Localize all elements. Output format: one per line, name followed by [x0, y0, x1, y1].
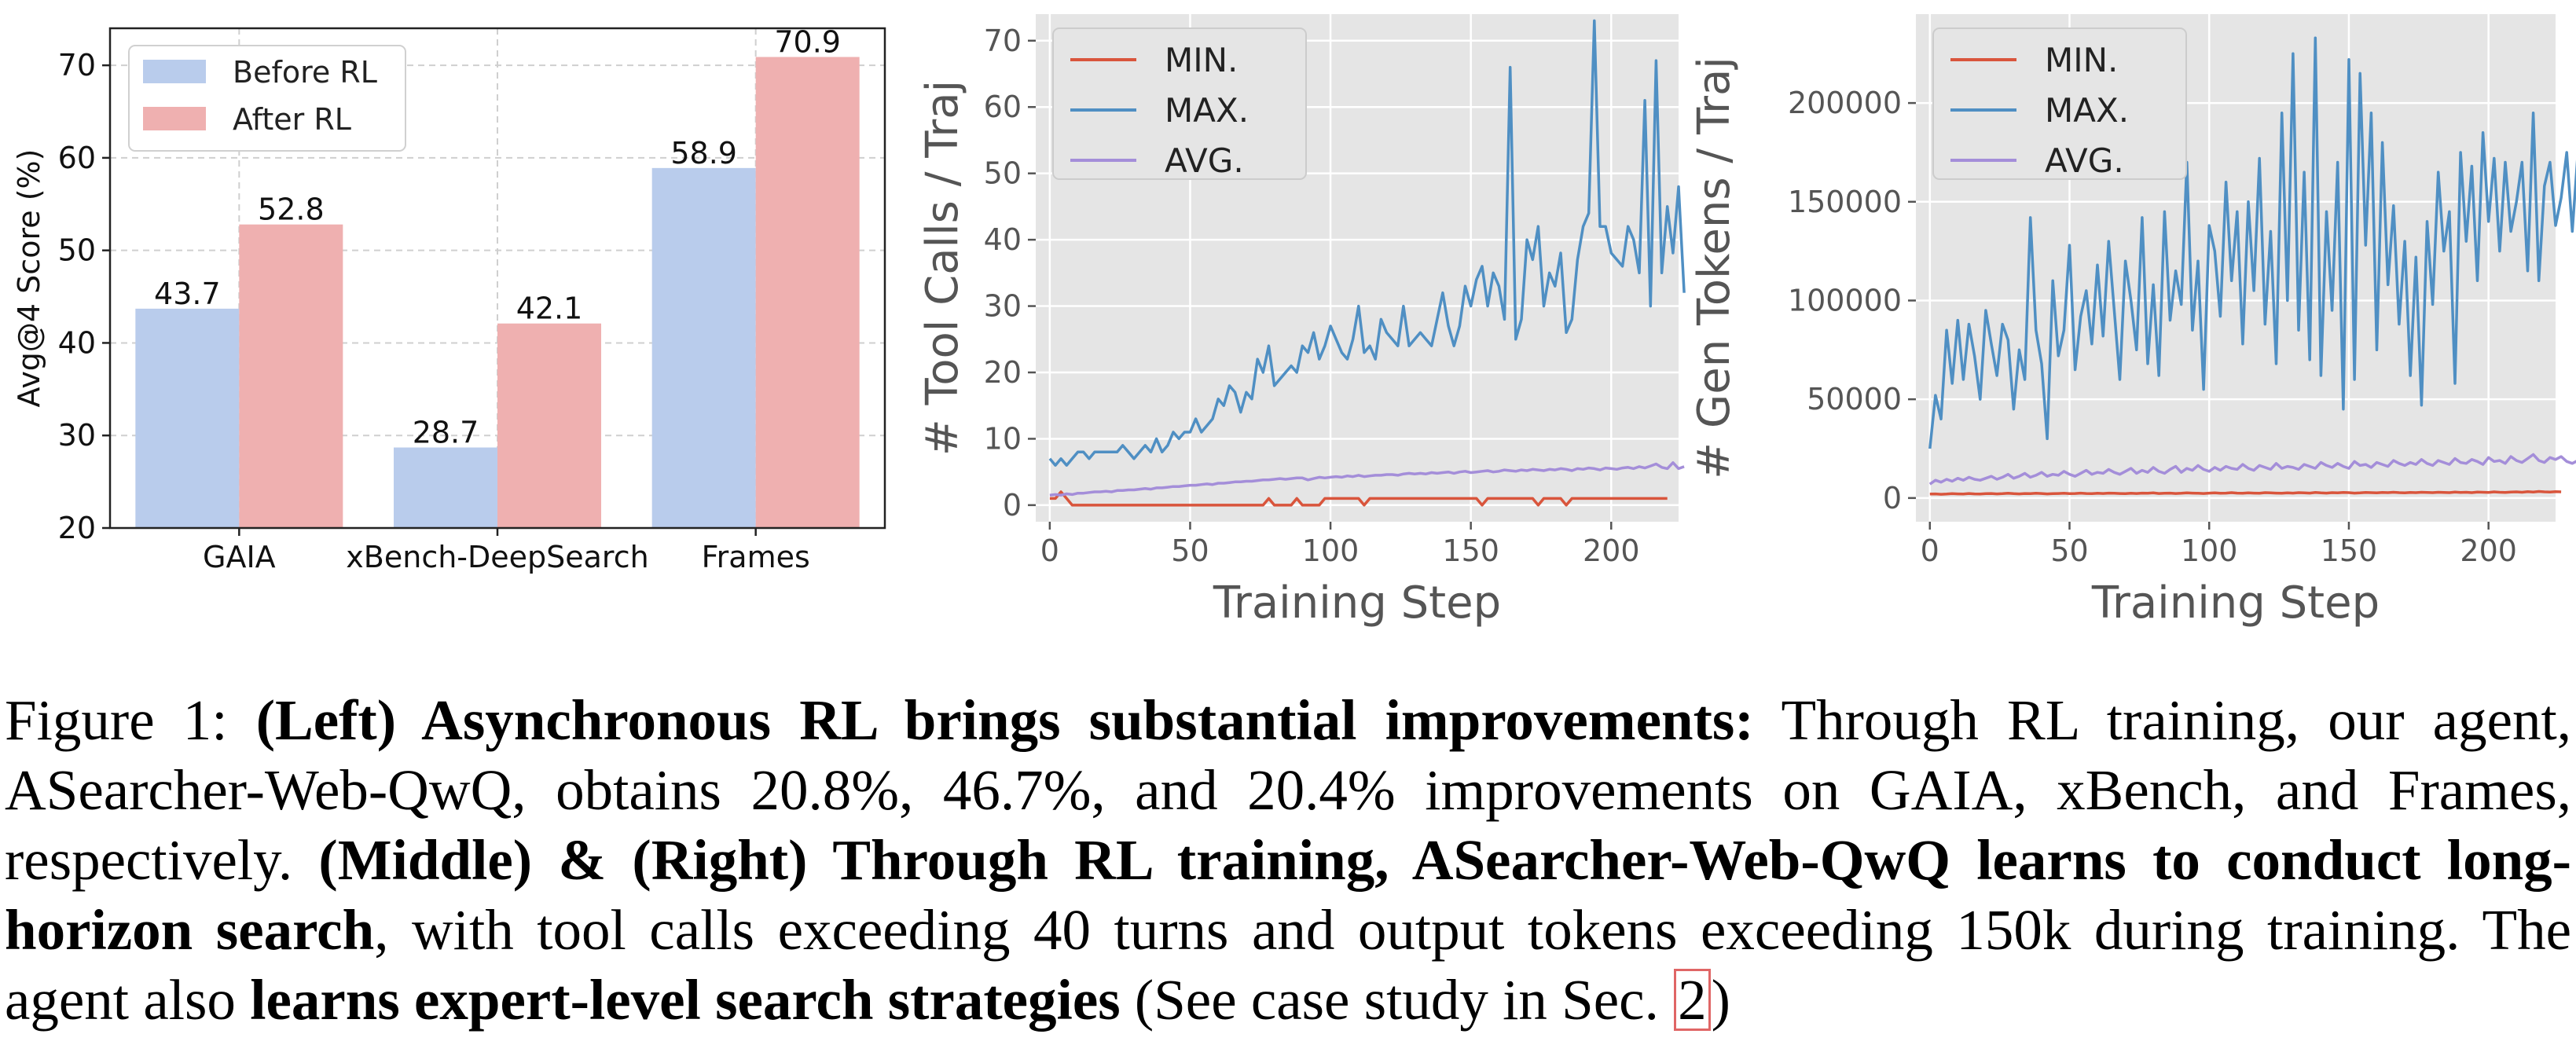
- caption-text-4: ): [1711, 968, 1730, 1032]
- legend-label: Before RL: [233, 55, 377, 90]
- figure-caption: Figure 1: (Left) Asynchronous RL brings …: [5, 685, 2571, 1035]
- gen-tokens-line-chart: 0 50000 100000 150000 200000 0 50 100 150 200 Trai…: [1689, 14, 2576, 629]
- legend-label: After RL: [233, 102, 351, 137]
- legend-label: AVG.: [2045, 141, 2124, 180]
- caption-text-3: (See case study in Sec.: [1120, 968, 1674, 1032]
- y-tick-label: 50000: [1807, 382, 1902, 416]
- legend-swatch: [143, 107, 206, 130]
- y-axis-label: # Gen Tokens / Traj: [1689, 57, 1740, 479]
- x-tick-label: GAIA: [203, 540, 276, 574]
- legend-box: [1932, 28, 2187, 180]
- legend-label: MAX.: [2045, 91, 2129, 130]
- y-tick-label: 50: [984, 156, 1022, 191]
- x-tick-label: 50: [1171, 534, 1209, 568]
- series-line-avg: [1928, 453, 2576, 486]
- x-tick-label: 200: [2460, 534, 2517, 568]
- x-axis-label: Training Step: [2091, 578, 2380, 629]
- x-tick-label: 0: [1921, 534, 1939, 568]
- data-label-after-rl: 70.9: [774, 25, 841, 60]
- x-tick-label: 100: [2181, 534, 2238, 568]
- y-tick-label: 20: [58, 511, 96, 545]
- y-tick-label: 70: [984, 24, 1022, 58]
- y-tick-label: 10: [984, 421, 1022, 456]
- bar-before-rl: [135, 308, 240, 528]
- y-tick-label: 40: [984, 222, 1022, 257]
- data-label-before-rl: 28.7: [413, 416, 479, 450]
- caption-text-2: , with tool calls exceeding 40 turns and…: [5, 898, 2571, 1032]
- bar-before-rl: [651, 167, 756, 528]
- series-line-max: [1048, 19, 1686, 467]
- y-tick-label: 0: [1003, 488, 1022, 522]
- legend-box: [1052, 28, 1307, 180]
- caption-text-1: Through RL training, our agent, ASearche…: [5, 688, 2571, 892]
- x-tick-label: xBench-DeepSearch: [346, 540, 648, 574]
- y-tick-label: 40: [58, 325, 96, 360]
- bar-after-rl: [239, 224, 343, 528]
- legend-swatch: [143, 60, 206, 83]
- series-line-avg: [1049, 461, 1685, 497]
- legend-label: MIN.: [1165, 41, 1238, 79]
- series-line-max: [1928, 36, 2576, 449]
- caption-bold-strategies: learns expert-level search strategies: [250, 968, 1121, 1032]
- x-axis-label: Training Step: [1213, 578, 1501, 629]
- data-label-before-rl: 43.7: [154, 277, 221, 311]
- bar-after-rl: [755, 57, 860, 528]
- y-tick-label: 150000: [1788, 185, 1902, 219]
- section-reference-link[interactable]: 2: [1673, 968, 1712, 1032]
- y-tick-label: 20: [984, 355, 1022, 390]
- data-label-before-rl: 58.9: [670, 136, 737, 170]
- caption-bold-left: (Left) Asynchronous RL brings substantia…: [255, 688, 1754, 752]
- bar-after-rl: [497, 323, 601, 528]
- y-tick-label: 50: [58, 233, 96, 268]
- x-tick-label: 150: [1442, 534, 1499, 568]
- x-tick-label: 50: [2050, 534, 2088, 568]
- caption-bold-middle-right: (Middle) & (Right) Through RL training, …: [5, 828, 2571, 962]
- bar-chart-panel: 43.7 52.8 28.7 42.1 58.9 70.9 20 30 40 50 60 70 GAIA…: [12, 25, 886, 574]
- y-tick-label: 60: [984, 90, 1022, 124]
- y-axis-label: Avg@4 Score (%): [12, 149, 46, 408]
- figure-charts: 43.7 52.8 28.7 42.1 58.9 70.9 20 30 40 50 60 70 GAIA…: [12, 14, 2576, 629]
- y-tick-label: 70: [58, 48, 96, 82]
- y-tick-label: 60: [58, 141, 96, 175]
- y-tick-label: 30: [984, 289, 1022, 324]
- y-axis-label: # Tool Calls / Traj: [917, 80, 968, 456]
- legend-label: MAX.: [1165, 91, 1249, 130]
- tool-calls-line-chart: 0 10 20 30 40 50 60 70 0 50 100 150 200 Training Step…: [917, 14, 1686, 629]
- x-tick-label: 100: [1302, 534, 1360, 568]
- series-line-min: [1049, 490, 1668, 507]
- legend-label: MIN.: [2045, 41, 2118, 79]
- y-tick-label: 100000: [1788, 283, 1902, 317]
- x-tick-label: 0: [1040, 534, 1059, 568]
- series-line-min: [1929, 490, 2562, 496]
- y-tick-label: 0: [1883, 481, 1902, 515]
- x-tick-label: 150: [2321, 534, 2378, 568]
- data-label-after-rl: 52.8: [258, 192, 325, 227]
- y-tick-label: 200000: [1788, 86, 1902, 120]
- caption-label: Figure 1:: [5, 688, 256, 752]
- y-tick-label: 30: [58, 418, 96, 453]
- bar-before-rl: [394, 447, 497, 528]
- x-tick-label: Frames: [702, 540, 810, 574]
- data-label-after-rl: 42.1: [516, 292, 583, 326]
- legend-label: AVG.: [1165, 141, 1244, 180]
- x-tick-label: 200: [1583, 534, 1640, 568]
